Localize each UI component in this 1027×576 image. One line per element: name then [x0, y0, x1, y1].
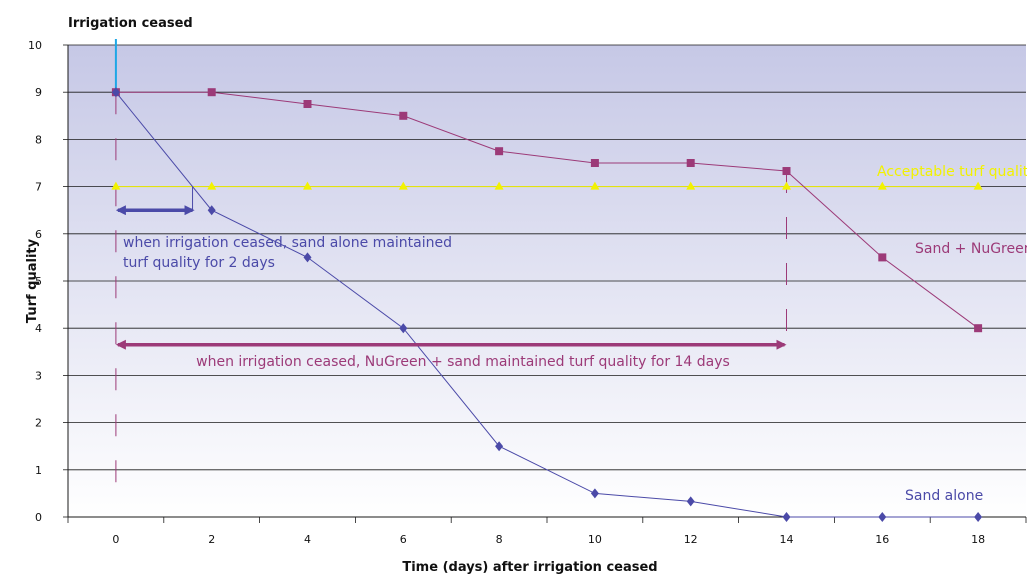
sand-alone-series-label: Sand alone: [905, 488, 983, 504]
sand-annotation-line2: turf quality for 2 days: [123, 255, 275, 271]
data-point-0-16: [877, 181, 887, 190]
data-point-1-18: [974, 324, 983, 333]
x-tick-label: 16: [875, 533, 889, 546]
series-layer: [111, 87, 983, 522]
data-point-1-14: [782, 167, 791, 176]
data-point-0-4: [303, 181, 312, 190]
data-point-0-2: [207, 181, 217, 190]
data-point-2-10: [590, 488, 599, 499]
y-tick-label: 1: [35, 464, 42, 477]
x-tick-label: 10: [588, 533, 602, 546]
acceptable-series-label: Acceptable turf quality: [877, 164, 1027, 180]
x-axis-title: Time (days) after irrigation ceased: [402, 560, 657, 575]
x-tick-label: 12: [684, 533, 698, 546]
data-point-2-4: [303, 252, 312, 263]
y-tick-label: 2: [35, 417, 42, 430]
x-tick-label: 4: [304, 533, 311, 546]
nugreen-annotation: when irrigation ceased, NuGreen + sand m…: [196, 354, 730, 370]
data-point-1-10: [590, 159, 599, 167]
y-tick-label: 10: [28, 39, 42, 52]
irrigation-ceased-label: Irrigation ceased: [68, 16, 193, 31]
data-point-2-18: [974, 512, 983, 522]
x-tick-label: 2: [208, 533, 215, 546]
series-line-1: [115, 91, 979, 329]
x-tick-label: 8: [496, 533, 503, 546]
y-tick-label: 8: [35, 133, 42, 146]
y-tick-label: 9: [35, 86, 42, 99]
y-axis-title: Turf quality: [25, 238, 40, 323]
data-point-1-16: [878, 253, 887, 262]
data-point-0-10: [590, 181, 600, 190]
data-point-2-16: [878, 512, 887, 522]
sand-annotation-line1: when irrigation ceased, sand alone maint…: [123, 235, 452, 251]
data-point-1-2: [207, 88, 216, 97]
dashed-guides: [115, 92, 787, 495]
x-tick-label: 14: [780, 533, 794, 546]
x-tick-label: 0: [112, 533, 119, 546]
data-point-0-0: [111, 181, 121, 190]
data-point-2-0: [111, 87, 120, 98]
nugreen-series-label: Sand + NuGreen: [915, 241, 1027, 257]
data-point-1-12: [686, 159, 695, 167]
y-tick-labels: 0 1 2 3 4 5 6 7 8 9 10: [28, 39, 42, 524]
data-point-2-14: [782, 512, 791, 522]
data-point-2-2: [207, 205, 216, 216]
data-point-0-8: [494, 181, 504, 190]
data-point-0-6: [398, 181, 408, 190]
y-tick-label: 5: [35, 275, 42, 288]
y-tick-label: 4: [35, 322, 42, 335]
data-point-1-6: [399, 111, 408, 120]
x-tick-labels: 0 2 4 6 8 10 12 14 16 18: [112, 533, 985, 546]
data-point-1-8: [495, 147, 504, 156]
y-tick-label: 7: [35, 181, 42, 194]
series-line-2: [115, 91, 979, 518]
data-point-2-8: [495, 441, 504, 452]
data-point-1-4: [303, 100, 312, 108]
data-point-0-18: [973, 181, 983, 190]
x-tick-label: 6: [400, 533, 407, 546]
x-tick-label: 18: [971, 533, 985, 546]
y-tick-label: 0: [35, 511, 42, 524]
data-point-0-12: [686, 181, 696, 190]
data-point-2-6: [399, 323, 408, 334]
data-point-2-12: [686, 496, 695, 507]
y-tick-label: 3: [35, 369, 42, 382]
data-point-0-14: [782, 181, 791, 190]
y-tick-label: 6: [35, 228, 42, 241]
